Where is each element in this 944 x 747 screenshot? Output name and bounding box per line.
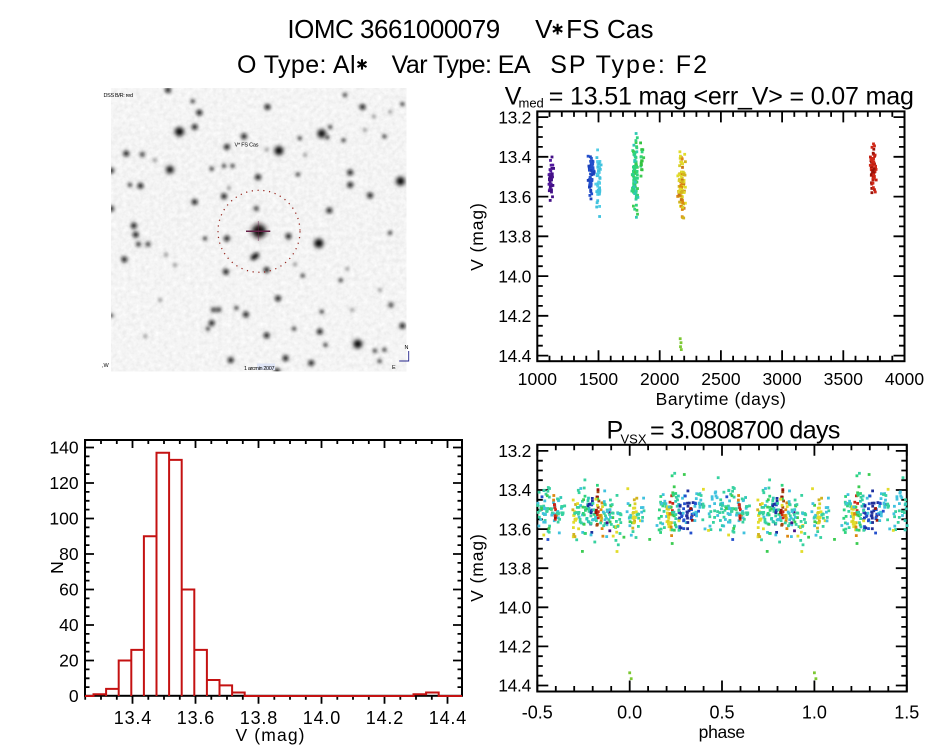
svg-text:VSX: VSX <box>621 432 647 447</box>
svg-text:14.4: 14.4 <box>429 708 467 728</box>
svg-text:1000: 1000 <box>518 369 558 389</box>
svg-text:14.0: 14.0 <box>498 598 531 618</box>
svg-text:140: 140 <box>49 438 78 458</box>
svg-text:13.2: 13.2 <box>498 107 531 127</box>
svg-text:IOMC 3661000079: IOMC 3661000079 <box>287 14 500 44</box>
svg-text:V: V <box>505 83 522 111</box>
svg-text:14.4: 14.4 <box>498 346 531 366</box>
svg-text:-0.5: -0.5 <box>522 703 553 723</box>
svg-text:med: med <box>519 96 544 111</box>
svg-text:N: N <box>405 345 409 351</box>
svg-text:13.4: 13.4 <box>498 147 531 167</box>
svg-text:13.2: 13.2 <box>498 441 531 461</box>
svg-text:1500: 1500 <box>579 369 619 389</box>
svg-text:1.5: 1.5 <box>894 703 919 723</box>
svg-text:FS Cas: FS Cas <box>566 14 653 44</box>
svg-text:13.4: 13.4 <box>498 480 531 500</box>
svg-text:2000: 2000 <box>640 369 680 389</box>
svg-text:13.6: 13.6 <box>498 187 531 207</box>
svg-text:14.2: 14.2 <box>498 637 531 657</box>
svg-text:V (mag): V (mag) <box>236 725 305 745</box>
svg-text:13.8: 13.8 <box>498 227 531 247</box>
svg-text:120: 120 <box>49 473 78 493</box>
svg-text:E: E <box>392 365 396 371</box>
svg-text:2500: 2500 <box>701 369 741 389</box>
svg-text:0: 0 <box>69 686 79 706</box>
svg-text:14.2: 14.2 <box>498 306 531 326</box>
svg-text:= 3.0808700 days: = 3.0808700 days <box>650 417 840 445</box>
svg-text:P: P <box>607 417 624 445</box>
svg-text:14.0: 14.0 <box>303 708 341 728</box>
svg-text:V: V <box>535 14 553 44</box>
svg-text:100: 100 <box>49 509 78 529</box>
svg-text:3000: 3000 <box>762 369 802 389</box>
svg-text:13.6: 13.6 <box>498 519 531 539</box>
svg-text:Barytime (days): Barytime (days) <box>656 389 786 409</box>
svg-text:phase: phase <box>699 722 746 742</box>
svg-text:SP Type: F2: SP Type: F2 <box>550 51 707 79</box>
svg-text:0.5: 0.5 <box>709 703 734 723</box>
svg-text:4000: 4000 <box>885 369 925 389</box>
svg-text:14.0: 14.0 <box>498 266 531 286</box>
svg-text:13.8: 13.8 <box>240 708 278 728</box>
svg-text:13.8: 13.8 <box>498 558 531 578</box>
svg-text:V* FS Cas: V* FS Cas <box>235 143 259 149</box>
svg-text:Var Type: EA: Var Type: EA <box>392 51 531 79</box>
svg-text:V (mag): V (mag) <box>467 203 487 271</box>
svg-text:3500: 3500 <box>824 369 864 389</box>
svg-text:60: 60 <box>59 580 79 600</box>
svg-text:13.6: 13.6 <box>177 708 215 728</box>
svg-text:14.4: 14.4 <box>498 676 531 696</box>
svg-text:N: N <box>47 561 67 574</box>
svg-text:80: 80 <box>59 544 79 564</box>
svg-text:O Type: Al: O Type: Al <box>237 51 356 79</box>
svg-text:= 13.51 mag <err_V> = 0.07 mag: = 13.51 mag <err_V> = 0.07 mag <box>549 83 914 111</box>
svg-text:1 arcmin 2007: 1 arcmin 2007 <box>244 366 275 372</box>
svg-text:V (mag): V (mag) <box>467 534 487 602</box>
svg-text:,W: ,W <box>102 363 110 369</box>
svg-text:13.4: 13.4 <box>114 708 152 728</box>
svg-text:14.2: 14.2 <box>366 708 404 728</box>
svg-text:1.0: 1.0 <box>802 703 827 723</box>
svg-text:20: 20 <box>59 651 79 671</box>
svg-text:DSS B/R: red: DSS B/R: red <box>104 93 134 99</box>
svg-text:0.0: 0.0 <box>617 703 642 723</box>
svg-text:40: 40 <box>59 615 79 635</box>
